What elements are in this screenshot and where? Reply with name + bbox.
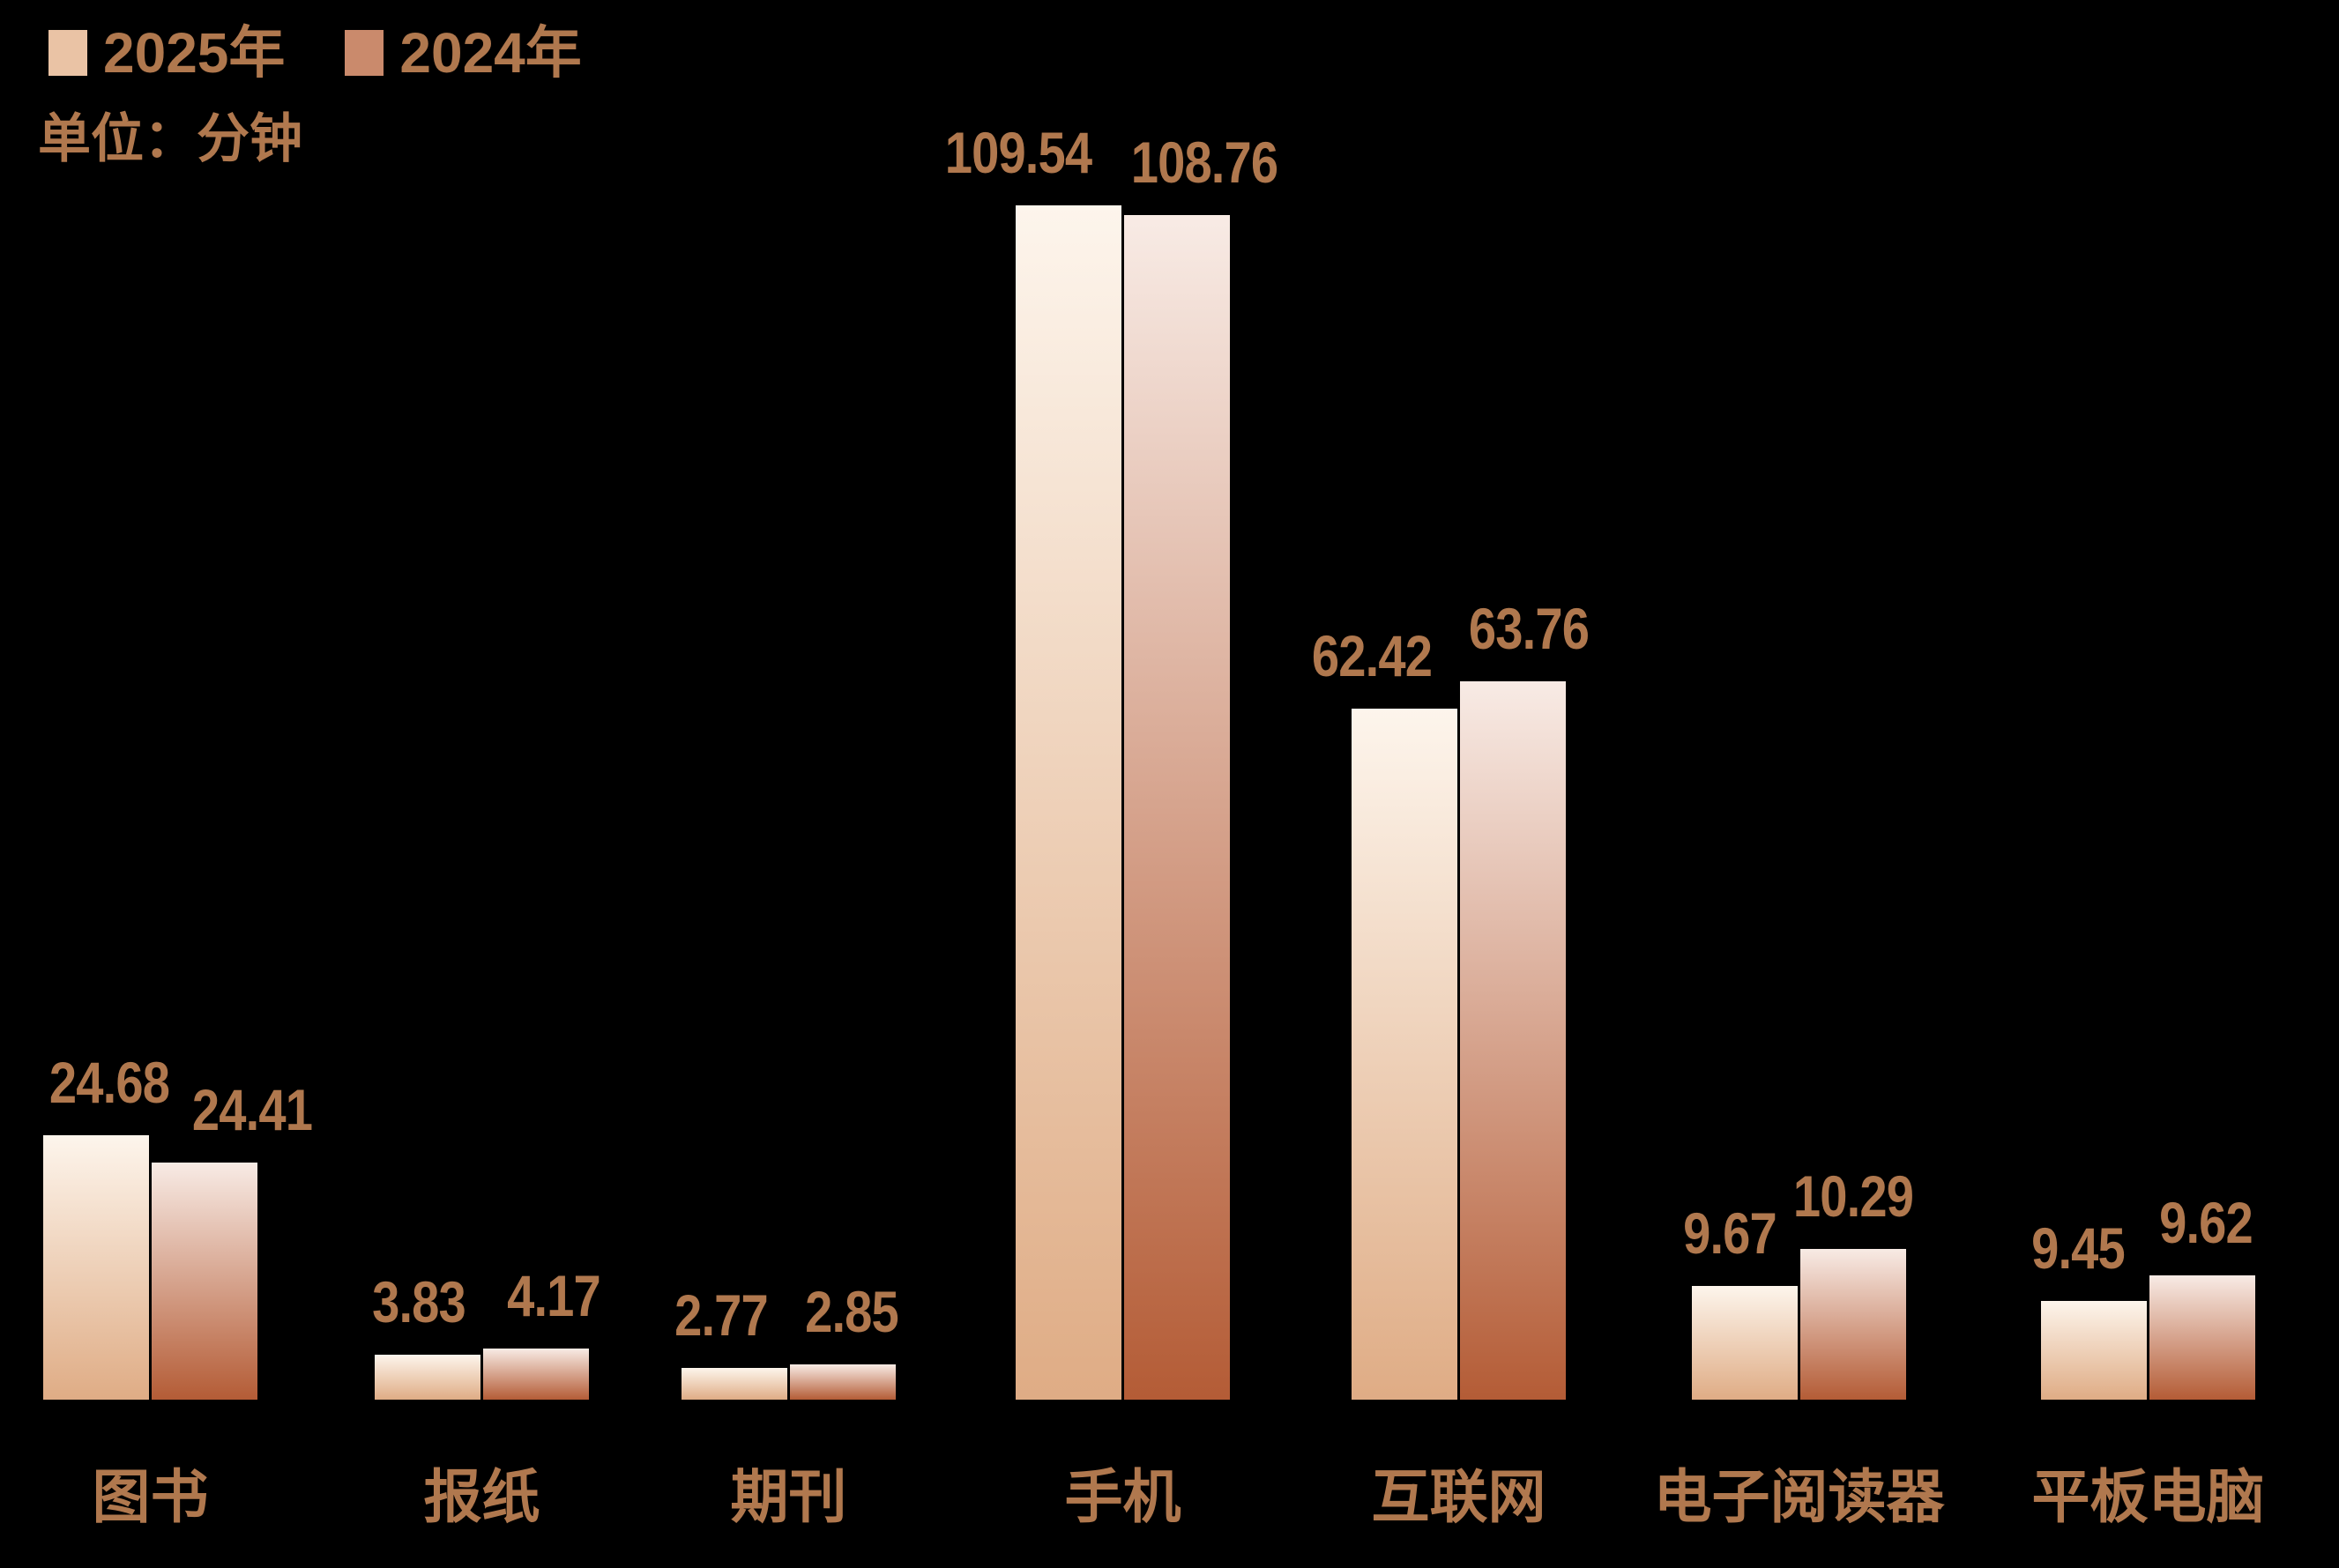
unit-label: 单位：分钟 — [38, 109, 302, 168]
value-label-2024年-电子阅读器: 10.29 — [1792, 1163, 1914, 1229]
category-label-图书: 图书 — [92, 1464, 209, 1529]
value-label-2024年-图书: 24.41 — [191, 1077, 313, 1142]
legend-label-2025: 2025年 — [103, 21, 286, 85]
bar-2024年-手机 — [1124, 215, 1230, 1400]
value-label-2025年-互联网: 62.42 — [1311, 623, 1433, 688]
legend-swatch-2024 — [345, 30, 384, 76]
value-label-2024年-报纸: 4.17 — [507, 1263, 601, 1328]
value-label-2025年-电子阅读器: 9.67 — [1683, 1200, 1777, 1266]
value-label-2025年-平板电脑: 9.45 — [2031, 1215, 2126, 1281]
bar-2025年-手机 — [1016, 205, 1121, 1400]
legend-swatch-2025 — [48, 30, 87, 76]
bar-2024年-报纸 — [483, 1349, 589, 1400]
value-label-2025年-图书: 24.68 — [48, 1050, 170, 1115]
value-label-2025年-报纸: 3.83 — [372, 1269, 466, 1334]
bar-2024年-互联网 — [1460, 681, 1566, 1400]
legend-item-2024: 2024年 — [345, 21, 582, 85]
bar-2025年-报纸 — [375, 1355, 480, 1400]
legend: 2025年 2024年 — [48, 25, 582, 81]
bar-2025年-互联网 — [1352, 709, 1457, 1400]
category-label-互联网: 互联网 — [1371, 1464, 1546, 1529]
bar-2024年-平板电脑 — [2149, 1275, 2255, 1400]
bar-2024年-电子阅读器 — [1800, 1249, 1906, 1400]
bar-2024年-图书 — [152, 1163, 257, 1400]
value-label-2024年-平板电脑: 9.62 — [2159, 1190, 2253, 1255]
value-label-2024年-互联网: 63.76 — [1468, 596, 1590, 661]
value-label-2024年-期刊: 2.85 — [805, 1279, 899, 1344]
bar-2025年-平板电脑 — [2041, 1301, 2147, 1400]
category-label-电子阅读器: 电子阅读器 — [1653, 1464, 1945, 1529]
category-label-平板电脑: 平板电脑 — [2031, 1464, 2265, 1529]
bar-2024年-期刊 — [790, 1364, 896, 1400]
category-label-手机: 手机 — [1064, 1464, 1181, 1529]
category-label-期刊: 期刊 — [730, 1464, 847, 1529]
value-label-2025年-期刊: 2.77 — [674, 1282, 769, 1348]
category-label-报纸: 报纸 — [423, 1464, 540, 1529]
legend-label-2024: 2024年 — [399, 21, 582, 85]
legend-item-2025: 2025年 — [48, 25, 285, 81]
bar-2025年-图书 — [43, 1135, 149, 1400]
value-label-2024年-手机: 108.76 — [1130, 130, 1278, 195]
value-label-2025年-手机: 109.54 — [944, 120, 1092, 185]
bar-2025年-电子阅读器 — [1692, 1286, 1798, 1400]
bar-2025年-期刊 — [682, 1368, 787, 1400]
